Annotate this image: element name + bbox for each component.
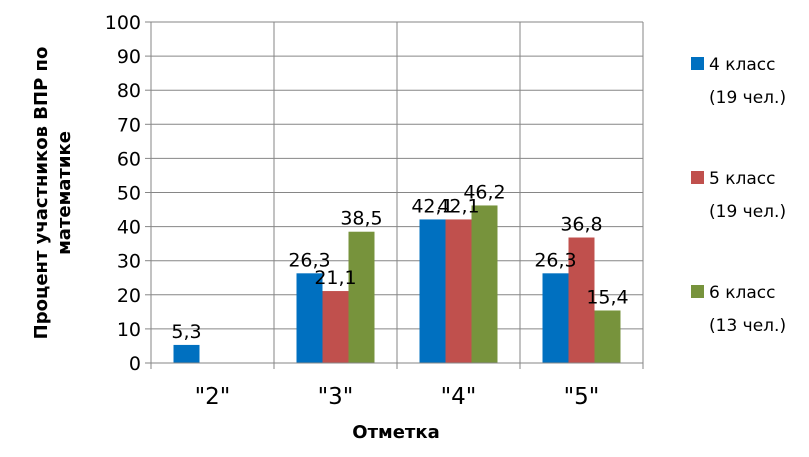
legend-label-4-class-line2: (19 чел.)	[709, 88, 786, 108]
y-tick-label: 50	[117, 183, 141, 205]
bar-data-label: 21,1	[314, 267, 356, 289]
legend-label-5-class-line2: (19 чел.)	[709, 202, 786, 222]
legend-swatch-5-class	[691, 171, 704, 184]
bar	[348, 231, 375, 363]
x-axis-title: Отметка	[352, 422, 439, 443]
bar	[419, 219, 446, 363]
bar-data-label: 42,1	[437, 195, 479, 217]
bar	[471, 205, 498, 363]
y-axis-title-line2: математике	[54, 131, 75, 255]
bar-data-label: 42,1	[411, 195, 453, 217]
bar	[445, 219, 472, 363]
grid-layer	[151, 21, 644, 363]
legend-swatch-4-class	[691, 57, 704, 70]
y-tick-label: 40	[117, 217, 141, 239]
x-category-label: "3"	[318, 384, 354, 410]
x-category-label: "5"	[564, 384, 600, 410]
bar-data-label: 38,5	[340, 208, 382, 230]
y-tick-label: 100	[105, 12, 141, 34]
bar-data-label: 15,4	[586, 286, 628, 308]
legend-label-4-class-line1: 4 класс	[709, 55, 775, 75]
bar-data-label: 26,3	[288, 249, 330, 271]
bar-data-label: 46,2	[463, 181, 505, 203]
x-category-label: "2"	[195, 384, 231, 410]
bar-data-label: 26,3	[534, 249, 576, 271]
axis-layer	[145, 21, 644, 369]
y-tick-label: 10	[117, 319, 141, 341]
bar-data-label: 5,3	[171, 321, 201, 343]
bar-data-label: 36,8	[560, 214, 602, 236]
y-axis-title-line1: Процент участников ВПР по	[31, 47, 52, 340]
bar	[568, 237, 595, 363]
legend-label-6-class-line2: (13 чел.)	[709, 316, 786, 336]
bar	[542, 273, 569, 363]
legend-label-6-class-line1: 6 класс	[709, 283, 775, 303]
y-tick-label: 60	[117, 148, 141, 170]
y-tick-label: 70	[117, 114, 141, 136]
legend-swatch-6-class	[691, 285, 704, 298]
y-tick-label: 20	[117, 285, 141, 307]
bar	[322, 291, 349, 363]
y-tick-label: 30	[117, 251, 141, 273]
legend-label-5-class-line1: 5 класс	[709, 169, 775, 189]
bar	[173, 344, 200, 363]
y-tick-label: 80	[117, 80, 141, 102]
bar	[594, 310, 621, 363]
legend: 4 класс (19 чел.) 5 класс (19 чел.) 6 кл…	[691, 55, 786, 336]
y-tick-label: 0	[129, 353, 141, 375]
bars-layer	[173, 205, 621, 363]
bar	[296, 273, 323, 363]
x-category-label: "4"	[441, 384, 477, 410]
labels-layer: 0 10 20 30 40 50 60 70 80 90 100 "2" "3" "4" "5" 5,3 26,…	[105, 12, 629, 410]
y-tick-label: 90	[117, 46, 141, 68]
